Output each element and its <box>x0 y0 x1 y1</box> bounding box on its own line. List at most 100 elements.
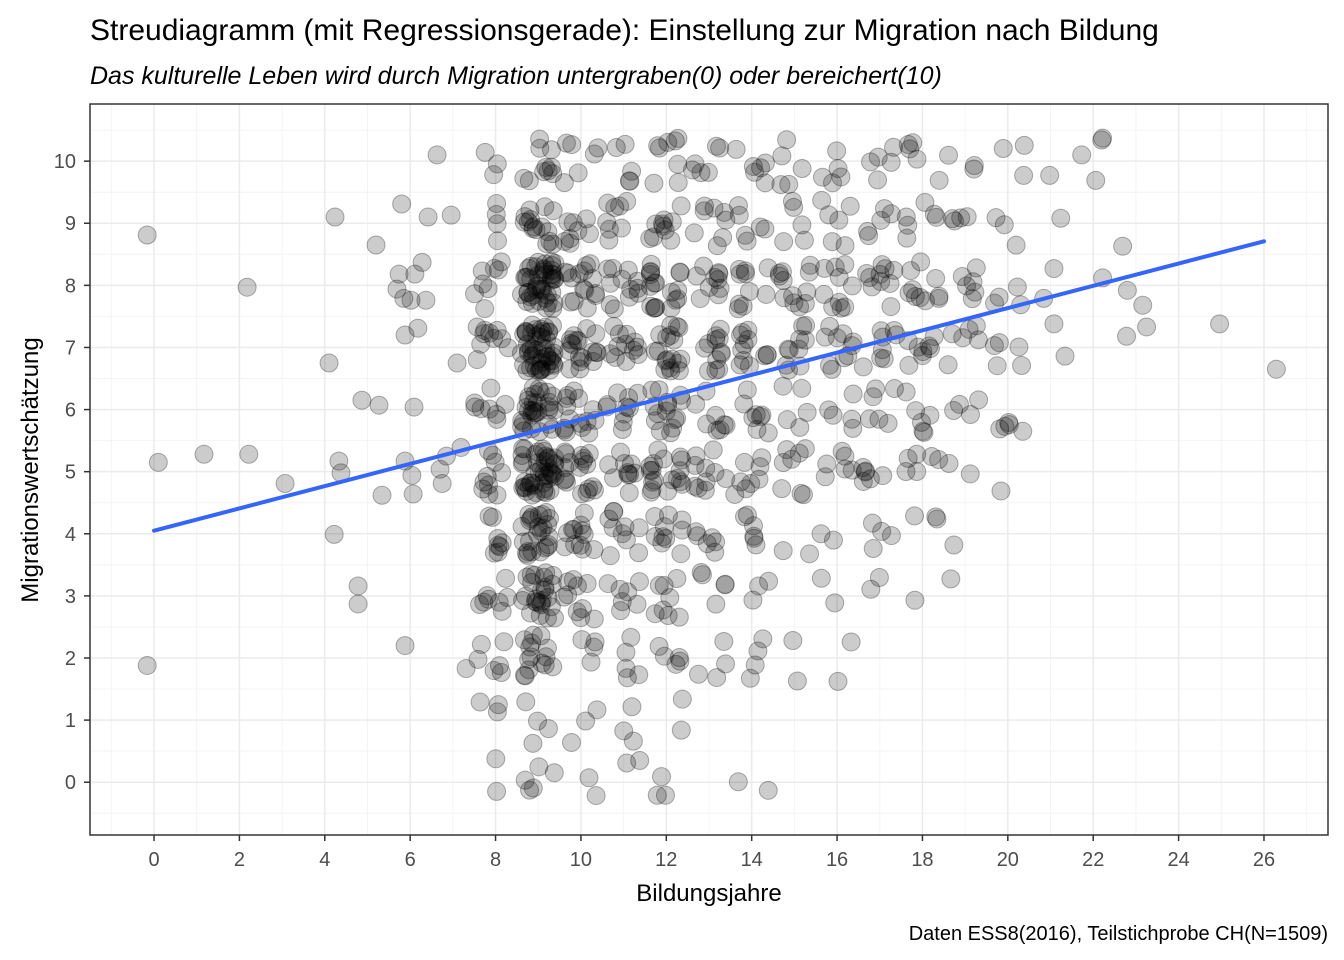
data-point <box>518 342 538 362</box>
data-point <box>544 763 564 783</box>
data-point <box>537 638 557 658</box>
data-point <box>938 355 958 375</box>
data-point <box>517 567 537 587</box>
data-point <box>872 521 892 541</box>
data-point <box>915 192 935 212</box>
data-point <box>730 264 750 284</box>
data-point <box>913 421 933 441</box>
data-point <box>750 217 770 237</box>
data-point <box>536 339 556 359</box>
data-point <box>671 196 691 216</box>
data-point <box>829 210 849 230</box>
data-point <box>572 630 592 650</box>
data-point <box>523 217 543 237</box>
data-point <box>714 202 734 222</box>
data-point <box>544 453 564 473</box>
data-point <box>487 154 507 174</box>
data-point <box>577 482 597 502</box>
data-point <box>734 335 754 355</box>
data-point <box>498 338 518 358</box>
data-point <box>523 285 543 305</box>
data-point <box>941 569 961 589</box>
data-point <box>911 252 931 272</box>
data-point <box>621 279 641 299</box>
data-point <box>744 516 764 536</box>
data-point <box>487 409 507 429</box>
data-point <box>526 589 546 609</box>
x-tick-label: 10 <box>570 849 592 871</box>
data-point <box>530 138 550 158</box>
data-point <box>1014 165 1034 185</box>
data-point <box>372 485 392 505</box>
data-point <box>514 477 534 497</box>
data-point <box>513 438 533 458</box>
data-point <box>697 534 717 554</box>
data-point <box>571 515 591 535</box>
data-point <box>542 282 562 302</box>
data-point <box>543 164 563 184</box>
data-point <box>518 542 538 562</box>
data-point <box>706 405 726 425</box>
data-point <box>531 327 551 347</box>
data-point <box>757 345 777 365</box>
data-point <box>478 279 498 299</box>
data-point <box>486 404 506 424</box>
data-point <box>670 262 690 282</box>
data-point <box>519 400 539 420</box>
data-point <box>543 566 563 586</box>
data-point <box>640 229 660 249</box>
data-point <box>792 378 812 398</box>
data-point <box>538 322 558 342</box>
data-point <box>492 329 512 349</box>
data-point <box>645 298 665 318</box>
data-point <box>705 267 725 287</box>
data-point <box>664 330 684 350</box>
data-point <box>540 350 560 370</box>
data-point <box>709 264 729 284</box>
data-point <box>402 465 422 485</box>
data-point <box>629 665 649 685</box>
data-point <box>671 720 691 740</box>
data-point <box>658 132 678 152</box>
data-point <box>671 544 691 564</box>
data-point <box>641 296 661 316</box>
data-point <box>538 514 558 534</box>
data-point <box>1266 359 1286 379</box>
data-point <box>811 568 831 588</box>
data-point <box>534 441 554 461</box>
data-point <box>522 293 542 313</box>
data-point <box>1051 208 1071 228</box>
data-point <box>1006 235 1026 255</box>
data-point <box>819 205 839 225</box>
data-point <box>725 484 745 504</box>
data-point <box>832 441 852 461</box>
data-point <box>561 333 581 353</box>
data-point <box>772 479 792 499</box>
data-point <box>1117 280 1137 300</box>
data-point <box>511 284 531 304</box>
data-point <box>708 270 728 290</box>
data-point <box>735 261 755 281</box>
data-point <box>531 542 551 562</box>
data-point <box>710 278 730 298</box>
data-point <box>519 476 539 496</box>
data-point <box>522 405 542 425</box>
data-point <box>828 158 848 178</box>
data-point <box>1055 346 1075 366</box>
data-point <box>518 390 538 410</box>
data-point <box>519 341 539 361</box>
data-point <box>629 543 649 563</box>
data-point <box>660 358 680 378</box>
data-point <box>579 768 599 788</box>
data-point <box>520 287 540 307</box>
data-point <box>555 537 575 557</box>
data-point <box>794 230 814 250</box>
data-point <box>779 340 799 360</box>
x-tick-label: 16 <box>826 849 848 871</box>
data-point <box>993 139 1013 159</box>
data-point <box>535 254 555 274</box>
data-point <box>599 509 619 529</box>
y-tick-label: 1 <box>65 710 76 732</box>
data-point <box>480 323 500 343</box>
data-point <box>539 322 559 342</box>
